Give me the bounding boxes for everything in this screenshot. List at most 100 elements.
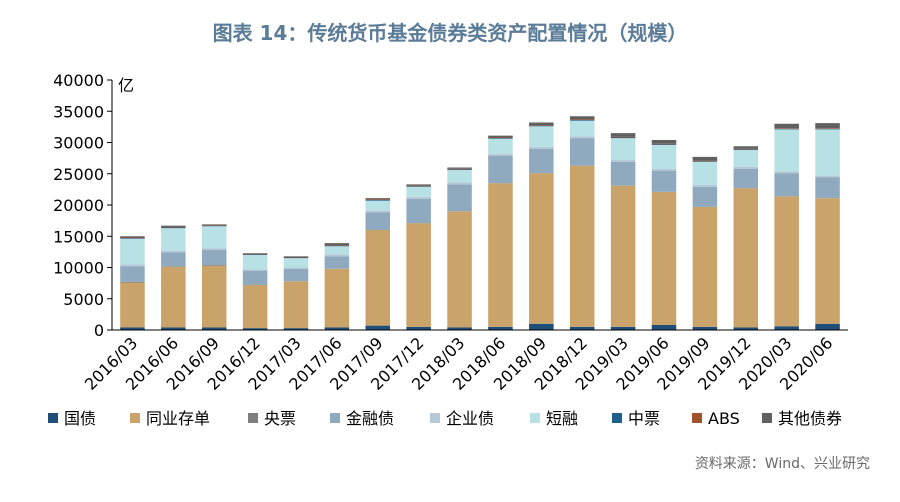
- bar-segment: [201, 225, 227, 227]
- legend-item: 金融债: [330, 409, 394, 428]
- legend-swatch: [612, 413, 622, 423]
- bar-segment: [692, 206, 718, 327]
- bar-segment: [161, 227, 186, 229]
- bar-segment: [610, 136, 636, 138]
- legend-swatch: [130, 413, 140, 423]
- bar-segment: [406, 223, 431, 327]
- bar-segment: [201, 226, 227, 249]
- bar-segment: [242, 328, 268, 331]
- bar-segment: [488, 138, 513, 154]
- legend-item: 央票: [248, 409, 296, 428]
- x-axis: 2016/032016/062016/092016/122017/032017/…: [81, 329, 848, 394]
- y-tick-label: 40000: [53, 71, 104, 90]
- legend-swatch: [248, 413, 258, 423]
- bar-segment: [692, 156, 718, 161]
- bar-segment: [651, 144, 677, 146]
- bar-segment: [569, 138, 595, 166]
- bar-segment: [529, 148, 554, 174]
- bar-segment: [447, 167, 472, 169]
- bar-segment: [610, 185, 636, 327]
- bar-segment: [324, 245, 350, 246]
- y-tick-label: 30000: [53, 134, 104, 153]
- bar-segment: [610, 137, 636, 139]
- y-axis: 0 5000 10000 15000 20000 25000 30000 35000 40000: [53, 71, 113, 340]
- bar-segment: [774, 171, 799, 174]
- bar-segment: [406, 184, 431, 186]
- bar-segment: [733, 166, 759, 169]
- bar-segment: [201, 265, 227, 328]
- legend-item: 其他债券: [762, 409, 842, 428]
- bar-segment: [242, 253, 268, 255]
- legend-item: ABS: [692, 409, 740, 428]
- bar-segment: [242, 269, 268, 271]
- bar-segment: [610, 138, 636, 161]
- legend-label: 金融债: [346, 409, 394, 428]
- bar-segment: [201, 265, 227, 266]
- bar-segment: [529, 173, 554, 324]
- bar-segment: [365, 325, 391, 331]
- legend-label: 企业债: [446, 409, 494, 428]
- y-tick-label: 15000: [53, 227, 104, 246]
- bar-segment: [569, 119, 595, 121]
- y-tick-label: 25000: [53, 165, 104, 184]
- legend-item: 同业存单: [130, 409, 210, 428]
- bar-segment: [365, 210, 391, 213]
- bar-segment: [365, 198, 391, 200]
- bar-segment: [733, 188, 759, 328]
- bar-segment: [488, 138, 513, 139]
- bar-segment: [610, 326, 636, 331]
- bar-segment: [283, 267, 309, 269]
- bars-group: [120, 116, 840, 331]
- bar-segment: [733, 148, 759, 150]
- legend-label: 央票: [264, 409, 296, 428]
- y-axis-unit-label: 亿: [118, 76, 134, 95]
- bar-segment: [201, 327, 227, 330]
- bar-segment: [365, 200, 391, 201]
- legend-item: 企业债: [430, 409, 494, 428]
- bar-segment: [365, 199, 391, 201]
- bar-segment: [774, 173, 799, 197]
- bar-segment: [120, 238, 145, 265]
- bar-segment: [406, 198, 431, 224]
- bar-segment: [161, 226, 186, 228]
- bar-segment: [120, 264, 145, 267]
- bar-segment: [120, 237, 145, 239]
- bar-segment: [529, 125, 554, 127]
- legend-swatch: [430, 413, 440, 423]
- bar-segment: [242, 270, 268, 286]
- legend-label: ABS: [708, 409, 740, 428]
- bar-segment: [774, 128, 799, 130]
- legend-label: 短融: [546, 409, 578, 428]
- legend-item: 短融: [530, 409, 578, 428]
- bar-segment: [324, 254, 350, 257]
- bar-segment: [488, 153, 513, 156]
- bar-segment: [242, 255, 268, 270]
- bar-segment: [529, 146, 554, 149]
- bar-segment: [324, 246, 350, 255]
- bar-segment: [815, 198, 840, 324]
- bar-segment: [283, 328, 309, 331]
- bar-segment: [529, 122, 554, 125]
- legend-label: 国债: [64, 409, 96, 428]
- bar-segment: [447, 327, 472, 330]
- bar-segment: [488, 137, 513, 139]
- bar-segment: [569, 136, 595, 139]
- legend-label: 其他债券: [778, 409, 842, 428]
- bar-segment: [406, 326, 431, 331]
- legend-item: 中票: [612, 409, 660, 428]
- bar-segment: [569, 120, 595, 137]
- bar-segment: [324, 256, 350, 269]
- bar-segment: [283, 256, 309, 258]
- bar-segment: [406, 185, 431, 187]
- bar-segment: [447, 182, 472, 185]
- bar-segment: [161, 225, 186, 227]
- bar-segment: [365, 230, 391, 326]
- bar-segment: [692, 186, 718, 207]
- bar-segment: [774, 123, 799, 129]
- bar-segment: [120, 282, 145, 328]
- bar-segment: [161, 327, 186, 330]
- bar-segment: [161, 228, 186, 251]
- bar-segment: [447, 168, 472, 170]
